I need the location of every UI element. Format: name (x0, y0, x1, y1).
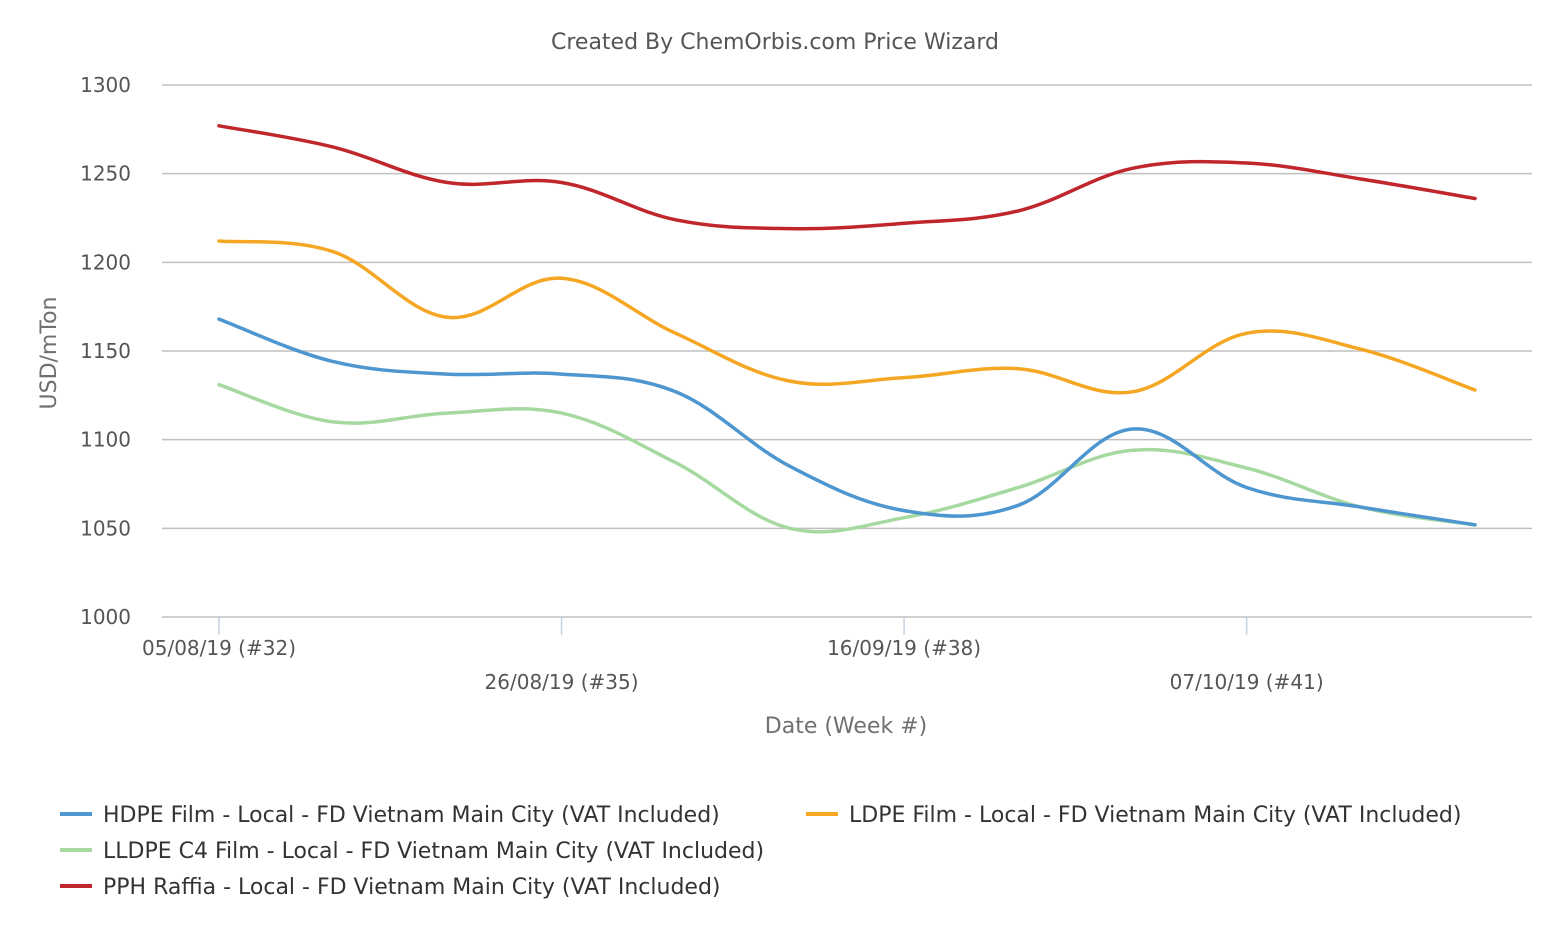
x-tick-label: 05/08/19 (#32) (142, 636, 296, 660)
legend-item-1[interactable]: LDPE Film - Local - FD Vietnam Main City… (806, 803, 1461, 828)
y-axis-title: USD/mTon (37, 297, 62, 410)
legend: HDPE Film - Local - FD Vietnam Main City… (60, 803, 1461, 900)
series-line-2 (217, 382, 1477, 534)
y-axis-ticks: 1000 1050 1100 1150 1200 1250 1300 (80, 73, 131, 629)
series-line-3 (217, 124, 1477, 231)
y-tick-label: 1050 (80, 516, 131, 540)
x-tick-label: 16/09/19 (#38) (827, 636, 981, 660)
legend-label: HDPE Film - Local - FD Vietnam Main City… (103, 803, 720, 828)
x-axis-title: Date (Week #) (765, 714, 927, 739)
y-tick-label: 1200 (80, 250, 131, 274)
x-tick-label: 07/10/19 (#41) (1170, 670, 1324, 694)
series-line-0 (217, 317, 1477, 527)
y-tick-label: 1150 (80, 339, 131, 363)
series-line-1 (217, 239, 1477, 395)
legend-item-2[interactable]: LLDPE C4 Film - Local - FD Vietnam Main … (60, 839, 764, 864)
legend-item-0[interactable]: HDPE Film - Local - FD Vietnam Main City… (60, 803, 720, 828)
y-tick-label: 1000 (80, 605, 131, 629)
legend-item-3[interactable]: PPH Raffia - Local - FD Vietnam Main Cit… (60, 875, 721, 900)
chart-title: Created By ChemOrbis.com Price Wizard (551, 30, 999, 55)
y-tick-label: 1100 (80, 428, 131, 452)
legend-label: LDPE Film - Local - FD Vietnam Main City… (849, 803, 1461, 828)
series-lines (217, 124, 1477, 534)
y-tick-label: 1250 (80, 162, 131, 186)
gridlines (162, 84, 1532, 618)
legend-label: LLDPE C4 Film - Local - FD Vietnam Main … (103, 839, 764, 864)
x-tick-label: 26/08/19 (#35) (485, 670, 639, 694)
y-tick-label: 1300 (80, 73, 131, 97)
x-axis-ticks: 05/08/19 (#32) 26/08/19 (#35) 16/09/19 (#3… (142, 617, 1324, 694)
legend-label: PPH Raffia - Local - FD Vietnam Main Cit… (103, 875, 721, 900)
